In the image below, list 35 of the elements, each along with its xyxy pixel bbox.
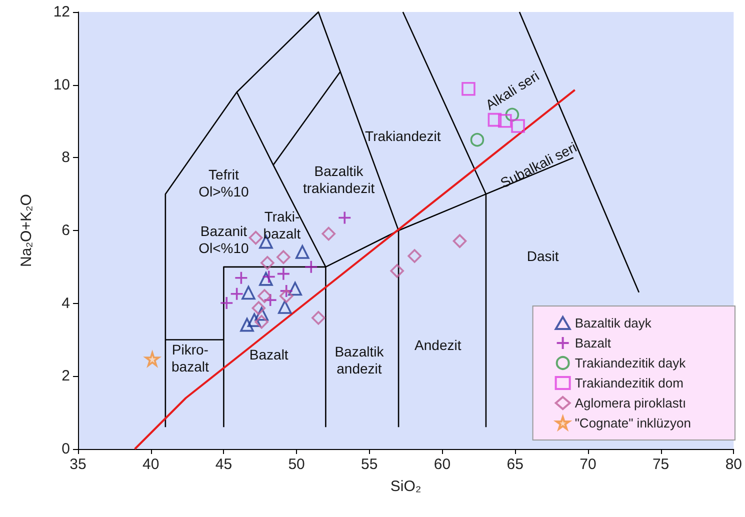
x-tick-label: 75 [652, 456, 670, 473]
y-tick-label: 6 [62, 222, 70, 239]
x-tick-label: 55 [361, 456, 378, 473]
annotation: Pikro- bazalt [172, 341, 209, 374]
x-tick-label: 80 [725, 456, 742, 473]
x-tick-label: 50 [288, 456, 305, 473]
x-tick-label: 70 [580, 456, 596, 473]
x-tick-label: 40 [142, 456, 160, 473]
y-tick-label: 8 [62, 149, 70, 166]
annotation: Bazalt [249, 346, 288, 362]
legend-label: Aglomera piroklastı [574, 396, 686, 410]
annotation: Traki- bazalt [263, 208, 301, 242]
x-tick-label: 45 [215, 456, 232, 473]
x-tick-label: 35 [70, 456, 86, 473]
x-tick-label: 65 [506, 456, 524, 473]
annotation: Bazaltik trakiandezit [303, 163, 375, 196]
annotation: Trakiandezit [365, 128, 441, 144]
y-tick-label: 10 [53, 76, 70, 94]
legend-label: "Cognate" inklüzyon [574, 416, 691, 430]
x-tick-label: 60 [434, 456, 451, 473]
y-tick-label: 0 [62, 440, 70, 458]
annotation: Andezit [414, 337, 462, 354]
legend-label: Trakiandezitik dom [574, 376, 684, 390]
annotation: Bazanit Ol<%10 [198, 223, 250, 256]
y-axis-title: Na₂O+K₂O [18, 194, 35, 267]
y-tick-label: 12 [53, 4, 70, 20]
legend-label: Trakiandezitik dayk [574, 356, 686, 370]
annotation: Tefrit Ol>%10 [198, 166, 250, 200]
y-tick-label: 2 [62, 368, 70, 385]
y-tick-label: 4 [62, 294, 70, 312]
annotation: Dasit [526, 248, 559, 264]
legend-label: Bazalt [574, 336, 612, 350]
annotation: Bazaltik andezit [334, 343, 385, 376]
x-axis-title: SiO₂ [390, 478, 422, 495]
legend-label: Bazaltik dayk [574, 316, 652, 330]
